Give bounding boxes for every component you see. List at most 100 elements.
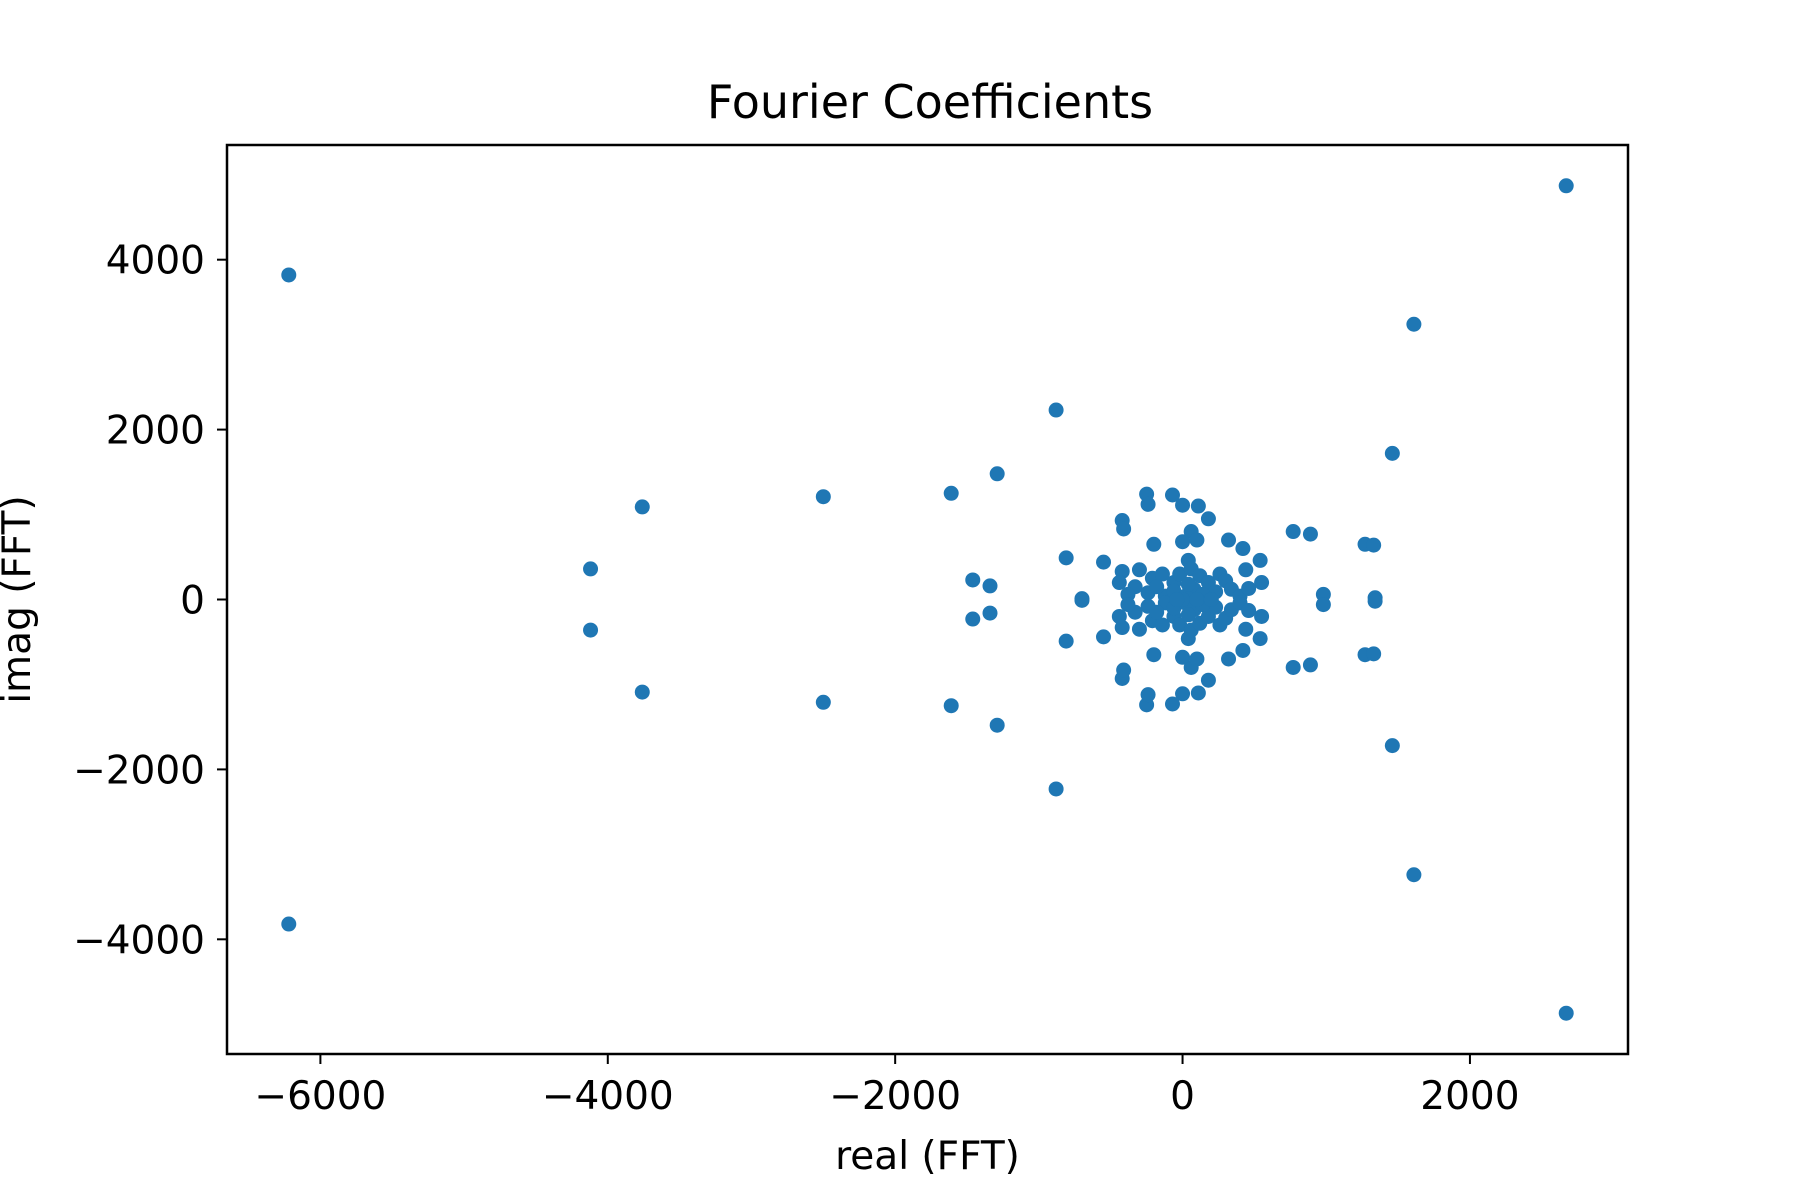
scatter-point [583,561,599,577]
scatter-point [1048,402,1064,418]
scatter-point [965,611,981,627]
scatter-point [1252,552,1268,568]
scatter-point [1285,659,1301,675]
scatter-point [1149,579,1165,595]
scatter-point [1366,646,1382,662]
scatter-point [1254,608,1270,624]
scatter-point [634,684,650,700]
y-tick-label: 0 [180,579,205,624]
scatter-point [1241,580,1257,596]
plot-area-frame [225,143,1630,1056]
y-axis-ticks: −4000 −2000 0 2000 4000 [73,239,227,963]
scatter-point [1238,562,1254,578]
scatter-point [1190,498,1206,514]
scatter-point [1189,592,1205,607]
scatter-point [815,489,831,505]
chart-title: Fourier Coefficients [707,75,1153,129]
scatter-point [1254,575,1270,591]
y-tick-label: −2000 [73,748,205,793]
scatter-point [1146,536,1162,552]
scatter-point [1384,445,1400,461]
scatter-point [1366,537,1382,553]
scatter-point [1154,566,1170,582]
scatter-point [1200,672,1216,688]
scatter-point [1175,649,1191,665]
scatter-point [1146,647,1162,663]
x-tick-label: −4000 [542,1074,674,1119]
scatter-point [982,578,998,594]
scatter-point [1221,651,1237,667]
scatter-point [1235,642,1251,658]
scatter-point [1058,633,1074,649]
scatter-point [1149,604,1165,620]
scatter-point [1096,629,1112,645]
scatter-point [1235,541,1251,557]
scatter-point [1172,617,1188,633]
scatter-point [1164,487,1180,503]
scatter-point [1302,526,1318,542]
scatter-point [1116,521,1132,537]
scatter-point [1048,781,1064,797]
scatter-point [1172,566,1188,582]
data-points [281,178,1574,1021]
scatter-point [1164,696,1180,712]
scatter-point [1367,593,1383,609]
scatter-point [1140,687,1156,703]
y-tick-label: −4000 [73,918,205,963]
x-axis-ticks: −6000 −4000 −2000 0 2000 [254,1054,1520,1119]
y-tick-label: 4000 [106,239,205,284]
scatter-point [1558,1005,1574,1021]
x-tick-label: 2000 [1420,1074,1519,1119]
scatter-point [1221,532,1237,548]
scatter-point [1058,550,1074,566]
scatter-point [1302,657,1318,673]
scatter-point [989,466,1005,482]
scatter-point [1200,511,1216,527]
scatter-point [1189,532,1205,548]
scatter-point [943,485,959,501]
scatter-point [1140,496,1156,512]
scatter-point [1252,631,1268,647]
scatter-point [1175,534,1191,550]
y-tick-label: 2000 [106,409,205,454]
scatter-point [982,605,998,621]
scatter-point [943,698,959,714]
scatter-point [1406,316,1422,332]
scatter-point [1558,178,1574,194]
x-tick-label: −6000 [254,1074,386,1119]
scatter-point [583,622,599,638]
scatter-point [1189,651,1205,667]
scatter-point [1120,597,1136,613]
scatter-point [1169,592,1185,607]
scatter-point [1131,562,1147,578]
scatter-point [1406,867,1422,883]
scatter-point [281,267,297,283]
scatter-point [1180,576,1196,592]
scatter-point [1203,592,1219,607]
scatter-point [1190,685,1206,701]
scatter-point [1111,608,1127,624]
scatter-point [281,916,297,932]
scatter-point [1180,607,1196,623]
scatter-point [1241,603,1257,619]
y-axis-label: imag (FFT) [0,495,40,703]
scatter-point [965,572,981,588]
scatter-point [1384,738,1400,754]
scatter-point [1175,686,1191,702]
scatter-point [634,499,650,515]
scatter-point [1175,497,1191,513]
scatter-point [1131,621,1147,637]
scatter-point [815,694,831,710]
scatter-point [1074,592,1090,608]
x-tick-label: 0 [1170,1074,1195,1119]
scatter-point [1154,617,1170,633]
scatter-point [1238,621,1254,637]
x-tick-label: −2000 [829,1074,961,1119]
scatter-point [1315,597,1331,613]
scatter-point [989,717,1005,733]
scatter-point [1111,575,1127,591]
scatter-point [1096,554,1112,570]
x-axis-label: real (FFT) [835,1134,1020,1179]
